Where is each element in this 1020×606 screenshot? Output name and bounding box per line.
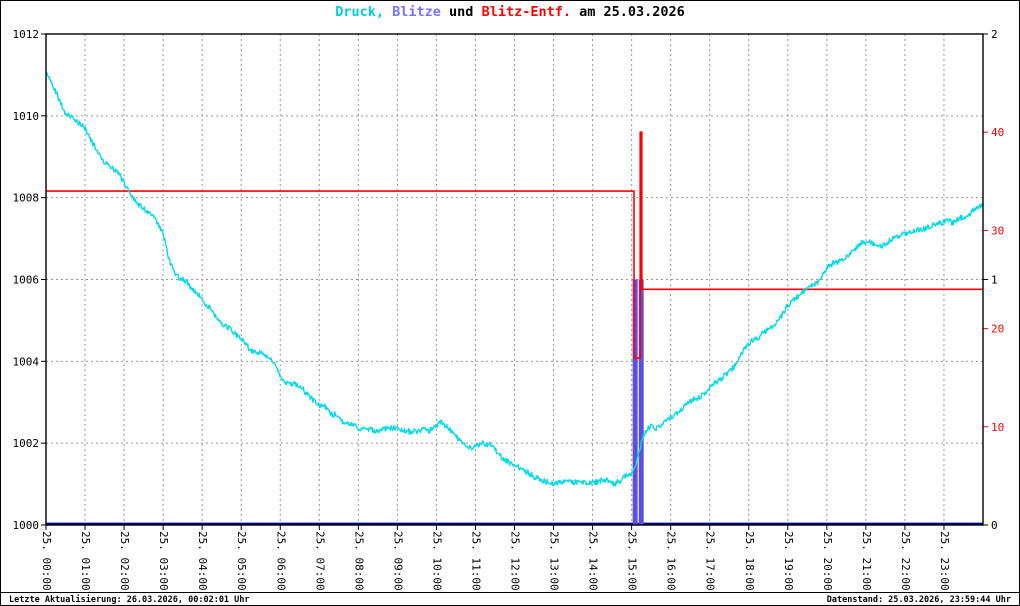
- y-left-tick-label: 1000: [13, 519, 40, 532]
- pressure-line: [45, 71, 984, 487]
- data-timestamp-text: Datenstand: 25.03.2026, 23:59:44 Uhr: [826, 595, 1011, 605]
- x-tick-label: 25. 07:00: [313, 531, 326, 591]
- x-tick-label: 25. 03:00: [157, 531, 170, 591]
- title-segment: am 25.03.2026: [570, 4, 685, 20]
- x-tick-label: 25. 04:00: [196, 531, 209, 591]
- lightning-distance-line: [46, 131, 983, 359]
- x-tick-label: 25. 08:00: [352, 531, 365, 591]
- y-left-tick-label: 1012: [13, 28, 40, 41]
- x-tick-label: 25. 15:00: [626, 531, 639, 591]
- x-tick-label: 25. 21:00: [860, 531, 873, 591]
- y-right-entf-label: 10: [991, 421, 1004, 434]
- x-tick-label: 25. 18:00: [743, 531, 756, 591]
- x-tick-label: 25. 23:00: [938, 531, 951, 591]
- x-tick-label: 25. 09:00: [391, 531, 404, 591]
- last-update-text: Letzte Aktualisierung: 26.03.2026, 00:02…: [9, 595, 250, 605]
- grid-lines: [46, 34, 983, 525]
- y-right-entf-label: 30: [991, 224, 1004, 237]
- footer-divider: [1, 592, 1019, 593]
- x-tick-label: 25. 13:00: [548, 531, 561, 591]
- y-right-blitze-label: 2: [991, 28, 998, 41]
- y-right-entf-label: 40: [991, 126, 1004, 139]
- title-segment: Blitze: [392, 4, 441, 20]
- y-right-blitze-label: 0: [991, 519, 998, 532]
- plot-frame: [45, 33, 984, 526]
- x-tick-label: 25. 12:00: [509, 531, 522, 591]
- y-left-tick-label: 1004: [13, 355, 40, 368]
- lightning-bar: [638, 279, 644, 525]
- lightning-bar: [632, 279, 638, 525]
- x-tick-label: 25. 11:00: [469, 531, 482, 591]
- chart-title: Druck, Blitze und Blitz-Entf. am 25.03.2…: [1, 4, 1019, 20]
- x-tick-label: 25. 22:00: [899, 531, 912, 591]
- x-tick-label: 25. 00:00: [40, 531, 53, 591]
- x-tick-label: 25. 06:00: [274, 531, 287, 591]
- axis-ticks: [41, 33, 988, 530]
- x-tick-label: 25. 05:00: [235, 531, 248, 591]
- y-left-tick-label: 1006: [13, 274, 40, 287]
- x-tick-label: 25. 17:00: [704, 531, 717, 591]
- x-tick-label: 25. 10:00: [430, 531, 443, 591]
- x-tick-label: 25. 16:00: [665, 531, 678, 591]
- x-tick-label: 25. 14:00: [587, 531, 600, 591]
- y-left-tick-label: 1002: [13, 437, 40, 450]
- lightning-bars: [632, 279, 644, 525]
- y-right-entf-label: 20: [991, 323, 1004, 336]
- title-segment: und: [440, 4, 482, 20]
- x-tick-label: 25. 01:00: [79, 531, 92, 591]
- x-tick-label: 25. 19:00: [782, 531, 795, 591]
- y-right-blitze-label: 1: [991, 274, 998, 287]
- x-tick-label: 25. 20:00: [821, 531, 834, 591]
- y-left-tick-label: 1008: [13, 192, 40, 205]
- title-segment: Druck,: [335, 4, 384, 20]
- y-left-tick-label: 1010: [13, 110, 40, 123]
- title-segment: Blitz-Entf.: [481, 4, 571, 20]
- x-tick-label: 25. 02:00: [118, 531, 131, 591]
